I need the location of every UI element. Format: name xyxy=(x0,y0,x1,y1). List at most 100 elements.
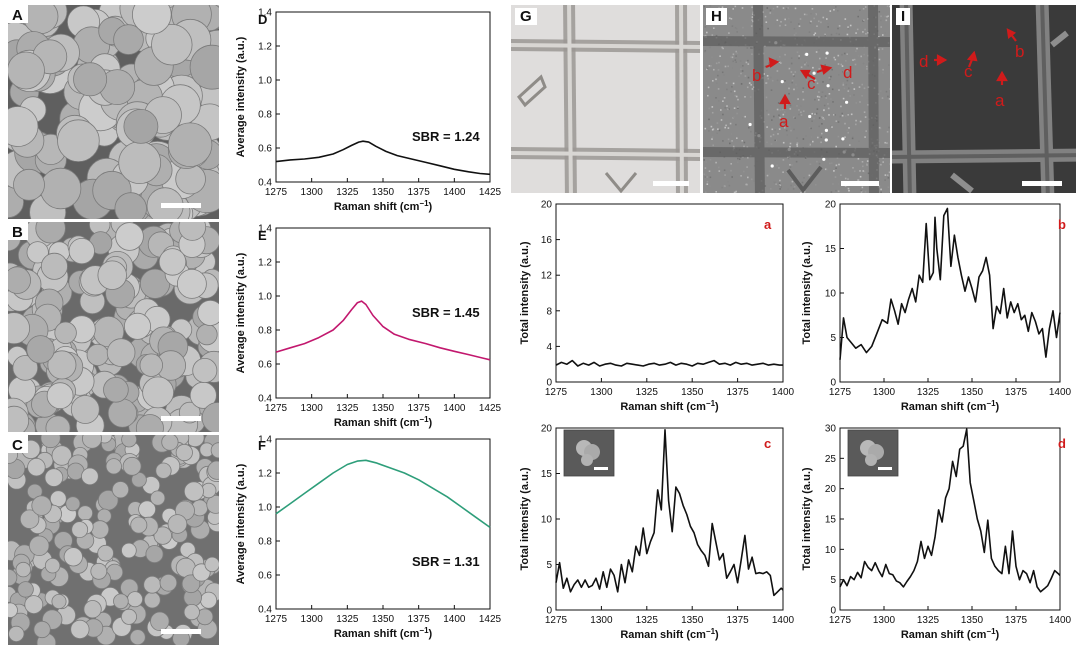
noise-dot xyxy=(810,12,812,15)
noise-dot xyxy=(731,67,734,69)
noise-dot xyxy=(703,159,705,161)
noise-dot xyxy=(888,146,890,148)
noise-dot xyxy=(820,141,822,144)
x-tick-label: 1400 xyxy=(443,614,466,625)
particle xyxy=(150,611,170,632)
noise-dot xyxy=(766,126,768,128)
particle xyxy=(183,604,200,621)
noise-dot xyxy=(804,61,806,64)
x-tick-label: 1275 xyxy=(265,614,288,625)
noise-dot xyxy=(770,76,772,79)
y-tick-label: 0.6 xyxy=(258,144,272,155)
y-tick-label: 12 xyxy=(541,271,553,282)
noise-dot xyxy=(736,31,738,33)
noise-dot xyxy=(819,57,821,60)
y-tick-label: 10 xyxy=(541,515,553,526)
noise-dot xyxy=(770,89,773,91)
y-tick-label: 0.6 xyxy=(258,360,272,371)
particle xyxy=(103,377,129,403)
particle xyxy=(127,591,144,608)
noise-dot xyxy=(847,178,849,180)
noise-dot xyxy=(865,32,867,35)
noise-dot xyxy=(885,19,888,22)
noise-dot xyxy=(709,5,712,7)
x-tick-label: 1275 xyxy=(265,187,288,198)
particle xyxy=(45,415,71,432)
noise-dot xyxy=(884,179,886,181)
noise-dot xyxy=(775,183,777,185)
noise-dot xyxy=(889,5,890,8)
noise-dot xyxy=(715,191,717,193)
noise-dot xyxy=(729,140,731,143)
noise-dot xyxy=(709,185,711,187)
noise-dot xyxy=(778,114,780,117)
noise-dot xyxy=(791,180,794,183)
chart-b: 1275 1300 1325 1350 1375 1400 0 5 10 15 20 Raman sh… xyxy=(801,200,1072,414)
noise-dot xyxy=(783,127,786,129)
noise-dot xyxy=(793,27,796,30)
noise-dot xyxy=(842,84,845,86)
x-axis-label-close: ) xyxy=(429,417,433,429)
noise-dot xyxy=(790,57,793,59)
noise-dot xyxy=(805,61,807,64)
y-tick-label: 1.2 xyxy=(258,469,272,480)
noise-dot xyxy=(827,22,829,25)
noise-dot xyxy=(860,189,862,192)
noise-dot xyxy=(889,192,890,193)
noise-dot xyxy=(751,13,754,15)
particle xyxy=(63,547,83,567)
y-tick-label: 0.6 xyxy=(258,571,272,582)
x-axis-label-sup: −1 xyxy=(986,627,996,636)
noise-dot xyxy=(778,167,780,169)
particle xyxy=(121,608,138,625)
bright-speck xyxy=(826,84,830,88)
arrow-label-i-c: c xyxy=(964,62,973,81)
x-axis-label-sup: −1 xyxy=(419,199,429,208)
noise-dot xyxy=(730,163,732,165)
x-axis-label-main: Raman shift (cm xyxy=(334,628,420,640)
noise-dot xyxy=(833,9,835,11)
particle xyxy=(90,562,108,580)
noise-dot xyxy=(751,19,753,21)
noise-dot xyxy=(712,144,714,147)
noise-dot xyxy=(851,137,854,140)
y-tick-label: 0 xyxy=(546,606,552,617)
noise-dot xyxy=(835,167,837,169)
particle xyxy=(167,514,188,534)
noise-dot xyxy=(709,159,712,161)
noise-dot xyxy=(792,188,795,190)
y-tick-label: 20 xyxy=(541,424,553,435)
noise-dot xyxy=(788,157,791,160)
noise-dot xyxy=(729,122,732,125)
particle xyxy=(115,222,144,251)
noise-dot xyxy=(747,63,750,65)
noise-dot xyxy=(846,53,848,55)
noise-dot xyxy=(707,94,709,97)
noise-dot xyxy=(811,5,813,7)
noise-dot xyxy=(751,53,753,55)
y-tick-label: 0.4 xyxy=(258,178,272,189)
noise-dot xyxy=(889,88,890,90)
noise-dot xyxy=(779,179,781,182)
particle xyxy=(8,405,30,432)
noise-dot xyxy=(849,144,851,146)
particle xyxy=(29,535,50,557)
noise-dot xyxy=(710,125,713,128)
x-tick-label: 1300 xyxy=(301,187,324,198)
noise-dot xyxy=(786,134,789,136)
noise-dot xyxy=(766,7,769,9)
noise-dot xyxy=(787,17,790,20)
panel-label-a: a xyxy=(764,217,772,232)
noise-dot xyxy=(849,95,851,97)
noise-dot xyxy=(860,55,862,58)
noise-dot xyxy=(864,28,866,31)
y-tick-label: 1.4 xyxy=(258,435,272,446)
noise-dot xyxy=(847,90,850,92)
noise-dot xyxy=(827,103,829,105)
y-tick-label: 4 xyxy=(546,342,552,353)
noise-dot xyxy=(838,33,840,36)
noise-dot xyxy=(849,24,852,27)
particle xyxy=(105,458,122,475)
particle xyxy=(81,467,99,486)
noise-dot xyxy=(833,170,835,172)
